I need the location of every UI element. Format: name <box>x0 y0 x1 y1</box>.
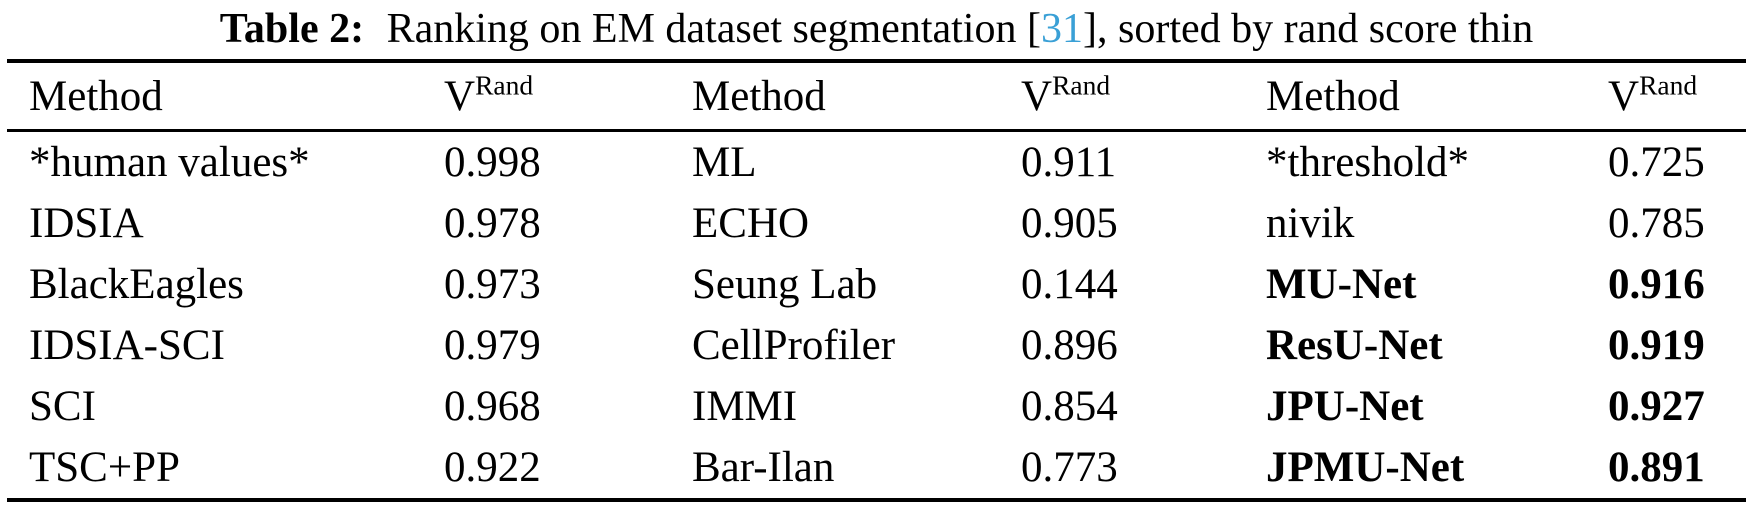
vrand-base: V <box>1608 72 1640 120</box>
method-cell: IMMI <box>692 383 798 430</box>
header-method-2: Method <box>692 61 1021 132</box>
vrand-superscript: Rand <box>1052 69 1111 101</box>
header-method-1: Method <box>7 61 444 132</box>
score-cell: 0.896 <box>1021 322 1118 369</box>
citation-bracket-close: ] <box>1082 6 1097 52</box>
table-caption-text: Ranking on EM dataset segmentation <box>376 6 1027 52</box>
score-cell: 0.919 <box>1608 322 1705 369</box>
score-cell: 0.773 <box>1021 444 1118 491</box>
table-caption-label: Table 2: <box>219 6 365 52</box>
method-cell: SCI <box>29 383 96 430</box>
score-cell: 0.905 <box>1021 200 1118 247</box>
table-row: *human values* 0.998 ML 0.911 *threshold… <box>7 131 1746 194</box>
table-row: TSC+PP 0.922 Bar-Ilan 0.773 JPMU-Net 0.8… <box>7 437 1746 500</box>
method-cell: ML <box>692 139 757 186</box>
method-cell: CellProfiler <box>692 322 896 369</box>
header-method-3: Method <box>1266 61 1608 132</box>
method-cell: IDSIA-SCI <box>29 322 225 369</box>
table-body: *human values* 0.998 ML 0.911 *threshold… <box>7 131 1746 501</box>
score-cell: 0.916 <box>1608 261 1705 308</box>
score-cell: 0.973 <box>444 261 541 308</box>
method-cell: JPU-Net <box>1266 383 1424 430</box>
score-cell: 0.144 <box>1021 261 1118 308</box>
score-cell: 0.922 <box>444 444 541 491</box>
table-row: SCI 0.968 IMMI 0.854 JPU-Net 0.927 <box>7 376 1746 437</box>
table-row: BlackEagles 0.973 Seung Lab 0.144 MU-Net… <box>7 254 1746 315</box>
score-cell: 0.968 <box>444 383 541 430</box>
header-vrand-2: VRand <box>1021 61 1266 132</box>
score-cell: 0.998 <box>444 139 541 186</box>
method-cell: Seung Lab <box>692 261 878 308</box>
method-cell: ECHO <box>692 200 810 247</box>
method-cell: JPMU-Net <box>1266 444 1465 491</box>
method-cell: MU-Net <box>1266 261 1417 308</box>
method-cell: IDSIA <box>29 200 144 247</box>
table-caption-tail: , sorted by rand score thin <box>1096 6 1534 52</box>
header-vrand-1: VRand <box>444 61 692 132</box>
header-vrand-3: VRand <box>1608 61 1746 132</box>
score-cell: 0.979 <box>444 322 541 369</box>
vrand-base: V <box>1021 72 1053 120</box>
score-cell: 0.785 <box>1608 200 1705 247</box>
vrand-superscript: Rand <box>475 69 534 101</box>
method-cell: Bar-Ilan <box>692 444 835 491</box>
score-cell: 0.854 <box>1021 383 1118 430</box>
vrand-superscript: Rand <box>1639 69 1698 101</box>
method-cell: TSC+PP <box>29 444 180 491</box>
method-cell: *threshold* <box>1266 139 1470 186</box>
header-row: Method VRand Method VRand Method VRand <box>7 61 1746 132</box>
vrand-base: V <box>444 72 476 120</box>
score-cell: 0.978 <box>444 200 541 247</box>
citation-bracket-open: [ <box>1026 6 1041 52</box>
score-cell: 0.725 <box>1608 139 1705 186</box>
table-row: IDSIA 0.978 ECHO 0.905 nivik 0.785 <box>7 193 1746 254</box>
method-cell: BlackEagles <box>29 261 244 308</box>
table-row: IDSIA-SCI 0.979 CellProfiler 0.896 ResU-… <box>7 315 1746 376</box>
table-caption: Table 2: Ranking on EM dataset segmentat… <box>0 0 1753 59</box>
method-cell: ResU-Net <box>1266 322 1443 369</box>
method-cell: *human values* <box>29 139 310 186</box>
citation-link[interactable]: 31 <box>1040 6 1083 52</box>
table-header: Method VRand Method VRand Method VRand <box>7 61 1746 132</box>
score-cell: 0.911 <box>1021 139 1117 186</box>
score-cell: 0.891 <box>1608 444 1705 491</box>
method-cell: nivik <box>1266 200 1355 247</box>
ranking-table: Method VRand Method VRand Method VRand *… <box>7 59 1746 502</box>
score-cell: 0.927 <box>1608 383 1705 430</box>
